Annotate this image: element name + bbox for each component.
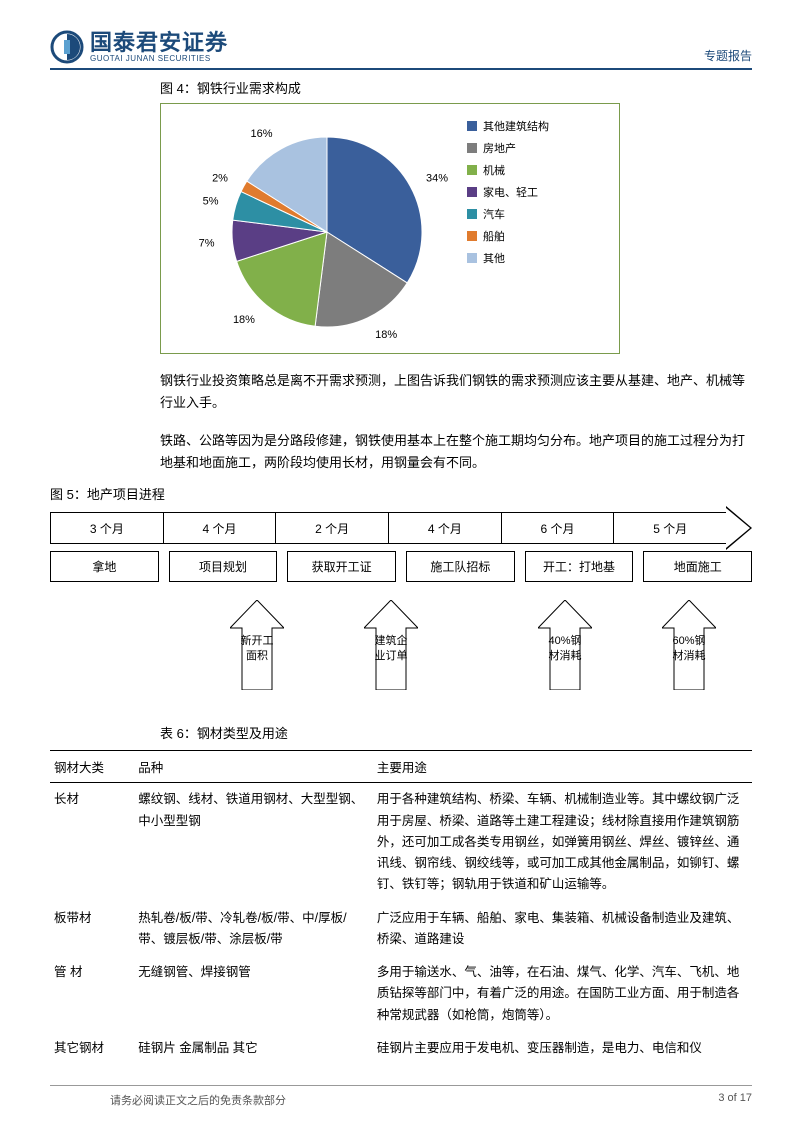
pie-label: 34% xyxy=(426,173,448,185)
legend-swatch xyxy=(467,253,477,263)
table-cell: 广泛应用于车辆、船舶、家电、集装箱、机械设备制造业及建筑、桥梁、道路建设 xyxy=(373,902,752,957)
pie-chart: 34% 18% 18% 7% 5% 2% 16% xyxy=(167,112,457,342)
table-row: 管 材无缝钢管、焊接钢管多用于输送水、气、油等，在石油、煤气、化学、汽车、飞机、… xyxy=(50,956,752,1032)
timeline-cell: 3 个月 xyxy=(50,513,163,543)
legend-label: 船舶 xyxy=(483,228,505,244)
phase-box: 拿地 xyxy=(50,551,159,582)
fig4-caption: 图 4：钢铁行业需求构成 xyxy=(160,78,752,97)
table-row: 其它钢材硅钢片 金属制品 其它硅钢片主要应用于发电机、变压器制造，是电力、电信和… xyxy=(50,1032,752,1065)
legend-label: 汽车 xyxy=(483,206,505,222)
flowchart: 3 个月4 个月2 个月4 个月6 个月5 个月 拿地项目规划获取开工证施工队招… xyxy=(50,511,752,693)
legend-label: 房地产 xyxy=(483,140,516,156)
pie-legend: 其他建筑结构房地产机械家电、轻工汽车船舶其他 xyxy=(467,112,613,345)
up-arrow: 60%钢材消耗 xyxy=(662,600,716,693)
legend-swatch xyxy=(467,209,477,219)
table-cell: 管 材 xyxy=(50,956,134,1032)
timeline-cell: 2 个月 xyxy=(275,513,388,543)
table-header: 主要用途 xyxy=(373,751,752,783)
up-arrow-label: 建筑企业订单 xyxy=(364,634,418,663)
page-header: 国泰君安证券 GUOTAI JUNAN SECURITIES 专题报告 xyxy=(50,30,752,70)
legend-item: 汽车 xyxy=(467,206,613,222)
logo-text-cn: 国泰君安证券 xyxy=(90,31,228,55)
up-arrow: 40%钢材消耗 xyxy=(538,600,592,693)
pie-label: 5% xyxy=(203,195,219,207)
footer-disclaimer: 请务必阅读正文之后的免责条款部分 xyxy=(110,1092,286,1108)
pie-label: 7% xyxy=(199,238,215,250)
timeline-cell: 4 个月 xyxy=(388,513,501,543)
table-row: 板带材热轧卷/板/带、冷轧卷/板/带、中/厚板/带、镀层板/带、涂层板/带广泛应… xyxy=(50,902,752,957)
phase-box: 项目规划 xyxy=(169,551,278,582)
legend-item: 机械 xyxy=(467,162,613,178)
timeline-cell: 6 个月 xyxy=(501,513,614,543)
up-arrow-label: 60%钢材消耗 xyxy=(662,634,716,663)
pie-label: 16% xyxy=(251,128,273,140)
up-arrow-label: 40%钢材消耗 xyxy=(538,634,592,663)
legend-item: 船舶 xyxy=(467,228,613,244)
phase-box: 获取开工证 xyxy=(287,551,396,582)
phase-box: 开工：打地基 xyxy=(525,551,634,582)
table-cell: 板带材 xyxy=(50,902,134,957)
table-cell: 硅钢片 金属制品 其它 xyxy=(134,1032,373,1065)
legend-item: 其他建筑结构 xyxy=(467,118,613,134)
up-arrow: 建筑企业订单 xyxy=(364,600,418,693)
table6-caption: 表 6：钢材类型及用途 xyxy=(160,723,752,742)
legend-label: 机械 xyxy=(483,162,505,178)
annotation-arrows: 新开工面积 建筑企业订单 40%钢材消耗 60%钢材消耗 xyxy=(50,600,752,693)
fig5-caption: 图 5：地产项目进程 xyxy=(50,484,752,503)
legend-item: 其他 xyxy=(467,250,613,266)
table-cell: 热轧卷/板/带、冷轧卷/板/带、中/厚板/带、镀层板/带、涂层板/带 xyxy=(134,902,373,957)
phase-box: 地面施工 xyxy=(643,551,752,582)
legend-swatch xyxy=(467,187,477,197)
table-cell: 多用于输送水、气、油等，在石油、煤气、化学、汽车、飞机、地质钻探等部门中，有着广… xyxy=(373,956,752,1032)
table-header: 钢材大类 xyxy=(50,751,134,783)
table-cell: 螺纹钢、线材、铁道用钢材、大型型钢、中小型型钢 xyxy=(134,783,373,902)
table-cell: 无缝钢管、焊接钢管 xyxy=(134,956,373,1032)
legend-label: 家电、轻工 xyxy=(483,184,538,200)
legend-swatch xyxy=(467,121,477,131)
report-type: 专题报告 xyxy=(704,47,752,64)
up-arrow-label: 新开工面积 xyxy=(230,634,284,663)
paragraph-1: 钢铁行业投资策略总是离不开需求预测，上图告诉我们钢铁的需求预测应该主要从基建、地… xyxy=(160,370,752,414)
phase-box: 施工队招标 xyxy=(406,551,515,582)
up-arrow: 新开工面积 xyxy=(230,600,284,693)
timeline-cell: 4 个月 xyxy=(163,513,276,543)
table-header: 品种 xyxy=(134,751,373,783)
timeline-cell: 5 个月 xyxy=(613,513,726,543)
legend-swatch xyxy=(467,143,477,153)
pie-label: 18% xyxy=(233,314,255,326)
table-cell: 用于各种建筑结构、桥梁、车辆、机械制造业等。其中螺纹钢广泛用于房屋、桥梁、道路等… xyxy=(373,783,752,902)
legend-item: 家电、轻工 xyxy=(467,184,613,200)
page-footer: 请务必阅读正文之后的免责条款部分 3 of 17 xyxy=(50,1085,752,1108)
legend-swatch xyxy=(467,165,477,175)
legend-label: 其他建筑结构 xyxy=(483,118,549,134)
table-cell: 长材 xyxy=(50,783,134,902)
legend-label: 其他 xyxy=(483,250,505,266)
logo-text-en: GUOTAI JUNAN SECURITIES xyxy=(90,55,228,64)
timeline-arrow: 3 个月4 个月2 个月4 个月6 个月5 个月 xyxy=(50,511,752,545)
steel-table: 钢材大类品种主要用途 长材螺纹钢、线材、铁道用钢材、大型型钢、中小型型钢用于各种… xyxy=(50,750,752,1065)
footer-page: 3 of 17 xyxy=(718,1092,752,1108)
legend-swatch xyxy=(467,231,477,241)
paragraph-2: 铁路、公路等因为是分路段修建，钢铁使用基本上在整个施工期均匀分布。地产项目的施工… xyxy=(160,430,752,474)
table-cell: 其它钢材 xyxy=(50,1032,134,1065)
logo: 国泰君安证券 GUOTAI JUNAN SECURITIES xyxy=(50,30,228,64)
table-row: 长材螺纹钢、线材、铁道用钢材、大型型钢、中小型型钢用于各种建筑结构、桥梁、车辆、… xyxy=(50,783,752,902)
legend-item: 房地产 xyxy=(467,140,613,156)
table-cell: 硅钢片主要应用于发电机、变压器制造，是电力、电信和仪 xyxy=(373,1032,752,1065)
logo-icon xyxy=(50,30,84,64)
arrow-head-icon xyxy=(726,506,752,550)
pie-chart-container: 34%18%18%7%5%2%16% 其他建筑结构房地产机械家电、轻工汽车船舶其… xyxy=(160,103,620,354)
phase-row: 拿地项目规划获取开工证施工队招标开工：打地基地面施工 xyxy=(50,551,752,582)
pie-label: 2% xyxy=(212,173,228,185)
pie-label: 18% xyxy=(375,329,397,341)
